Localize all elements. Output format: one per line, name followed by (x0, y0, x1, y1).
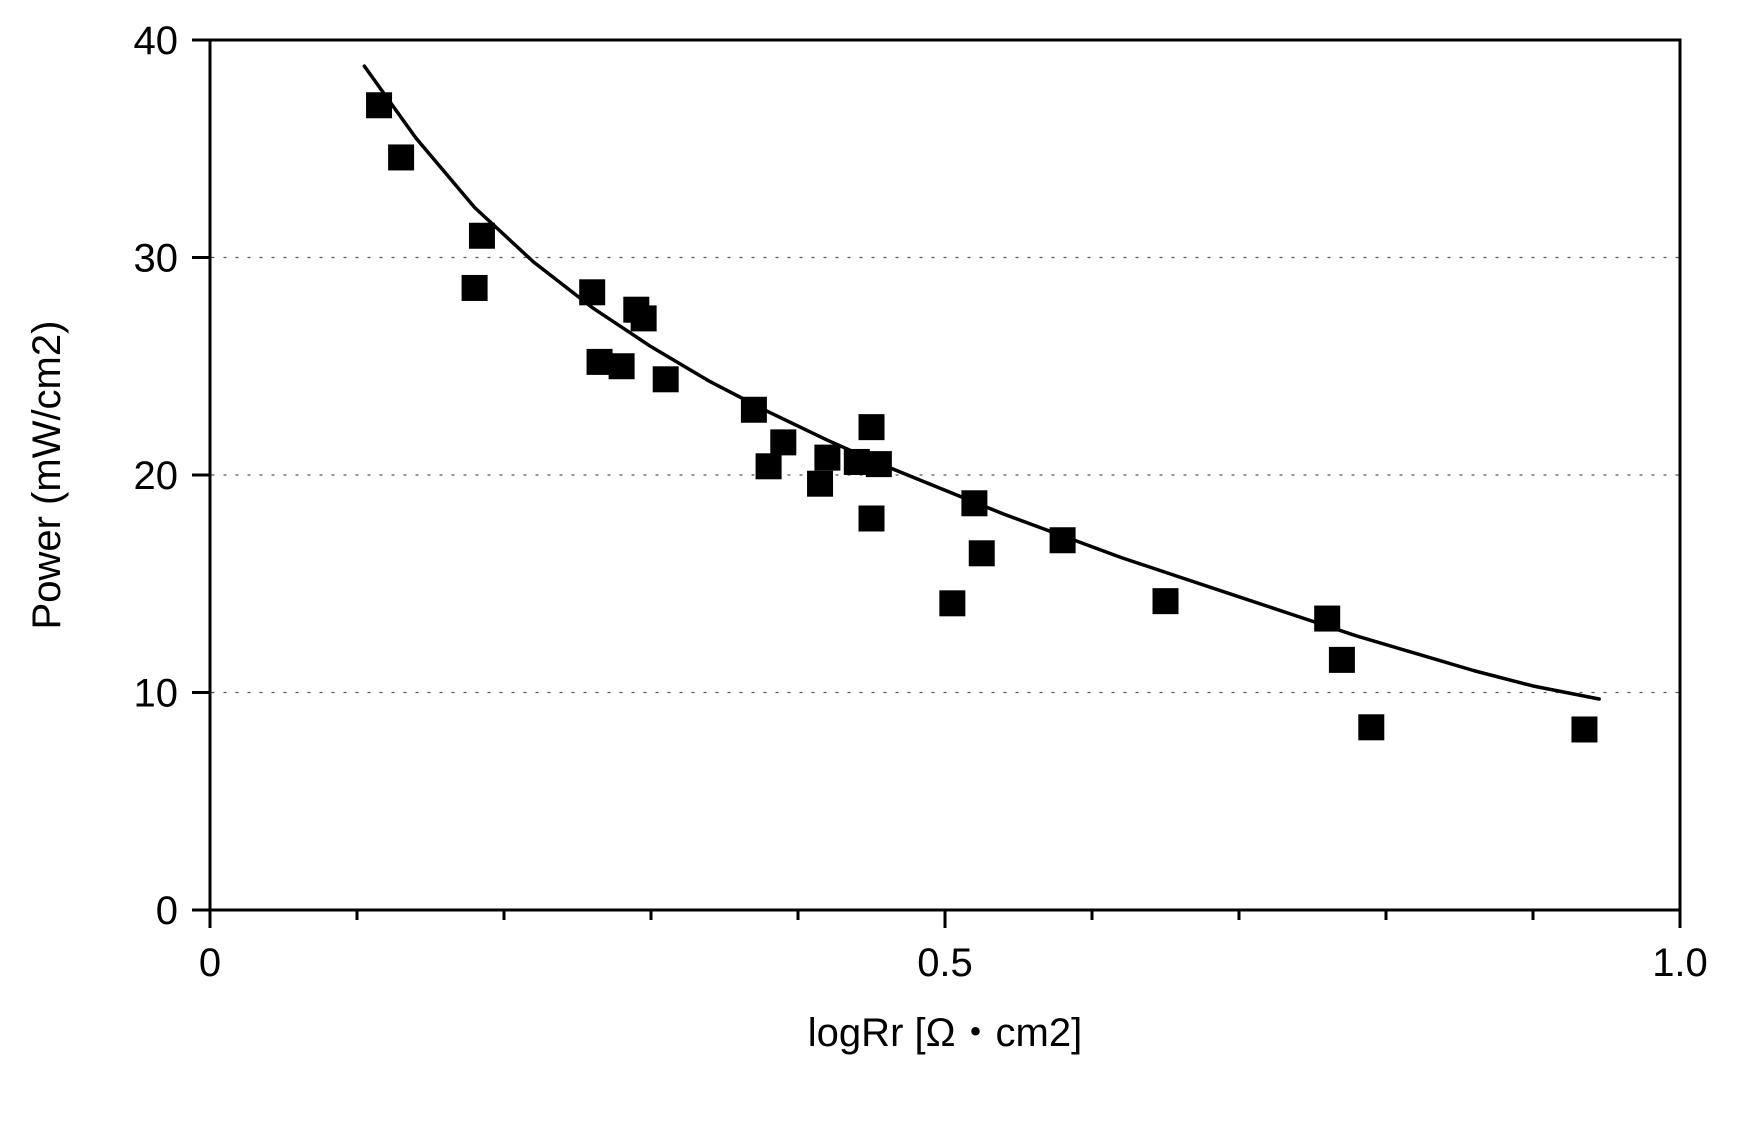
x-tick-label: 0 (199, 941, 221, 985)
x-tick-label: 0.5 (917, 941, 973, 985)
x-axis-label: logRr [Ω・cm2] (808, 1011, 1082, 1055)
data-point (969, 540, 995, 566)
data-point (859, 414, 885, 440)
data-point (807, 471, 833, 497)
data-point (469, 223, 495, 249)
data-point (609, 353, 635, 379)
x-tick-label: 1.0 (1652, 941, 1708, 985)
data-point (961, 490, 987, 516)
data-point (939, 590, 965, 616)
data-point (462, 275, 488, 301)
data-point (1358, 714, 1384, 740)
data-point (631, 305, 657, 331)
data-point (1153, 588, 1179, 614)
data-point (814, 445, 840, 471)
y-tick-label: 10 (134, 672, 179, 716)
y-tick-label: 30 (134, 237, 179, 281)
data-point (756, 453, 782, 479)
data-point (859, 506, 885, 532)
scatter-chart: 0 0.5 1.0 0 10 20 30 40 logRr [Ω・cm2] Power (mW/c… (0, 0, 1744, 1131)
data-point (1571, 716, 1597, 742)
y-axis-label: Power (mW/cm2) (25, 321, 69, 630)
y-tick-label: 40 (134, 19, 179, 63)
data-point (1314, 606, 1340, 632)
data-point (1050, 527, 1076, 553)
y-tick-label: 20 (134, 454, 179, 498)
data-point (388, 144, 414, 170)
data-point (653, 366, 679, 392)
data-point (366, 92, 392, 118)
data-point (866, 451, 892, 477)
data-point (1329, 647, 1355, 673)
data-point (741, 397, 767, 423)
data-point (579, 279, 605, 305)
data-point (770, 429, 796, 455)
chart-svg: 0 0.5 1.0 0 10 20 30 40 logRr [Ω・cm2] Power (mW/c… (0, 0, 1744, 1131)
y-tick-label: 0 (156, 889, 178, 933)
